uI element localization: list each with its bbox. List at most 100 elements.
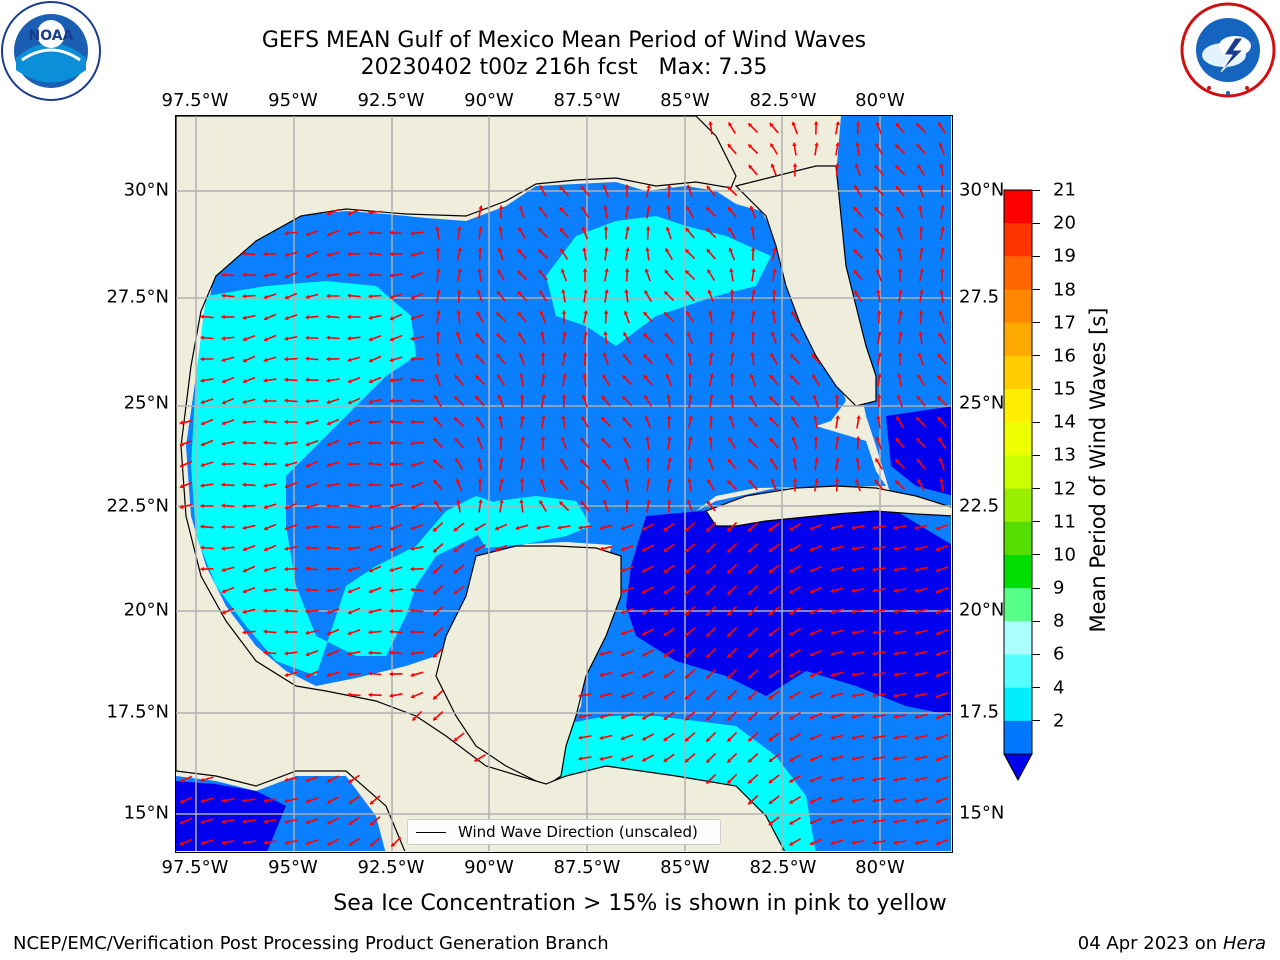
wind-wave-arrowhead (685, 527, 690, 532)
wind-wave-arrowhead (665, 353, 670, 358)
map-subtitle-forecast: 20230402 t00z 216h fcst Max: 7.35 (360, 55, 768, 80)
wind-wave-arrowhead (327, 631, 331, 636)
wind-wave-arrowhead (898, 310, 903, 315)
wind-wave-arrowhead (305, 314, 309, 320)
wind-wave-arrowhead (540, 352, 546, 356)
wind-wave-arrowhead (789, 820, 794, 825)
wind-wave-arrowhead (938, 142, 944, 147)
wind-wave-arrowhead (368, 230, 372, 236)
colorbar-tick-label: 20 (1053, 212, 1076, 234)
wind-wave-arrowhead (706, 548, 711, 553)
wind-wave-arrowhead (810, 526, 814, 531)
wind-wave-arrowhead (179, 420, 184, 426)
wind-wave-arrowhead (284, 419, 288, 425)
wind-wave-arrowhead (263, 461, 267, 467)
wind-wave-arrowhead (284, 672, 289, 678)
wind-wave-arrowhead (410, 525, 415, 531)
wind-wave-arrowhead (914, 735, 919, 741)
yucatan-channel-4-6s-zone (466, 496, 591, 548)
wind-wave-arrowhead (748, 417, 753, 422)
wind-wave-arrowhead (939, 478, 944, 483)
wind-wave-arrowhead (727, 590, 732, 595)
wind-wave-arrowhead (242, 272, 246, 278)
wind-wave-arrowhead (327, 211, 331, 216)
wind-wave-arrowhead (872, 525, 877, 530)
wind-wave-arrowhead (706, 695, 711, 700)
latitude-label-right: 30°N (959, 179, 1005, 201)
wind-wave-arrowhead (872, 798, 877, 803)
wind-wave-arrowhead (877, 352, 882, 357)
wind-wave-arrowhead (646, 205, 651, 210)
wind-wave-arrowhead (898, 331, 903, 336)
wind-wave-arrowhead (599, 651, 604, 657)
wind-wave-arrowhead (768, 674, 773, 678)
wind-wave-arrowhead (748, 758, 753, 763)
wind-wave-arrowhead (893, 798, 898, 803)
wind-wave-arrowhead (578, 693, 583, 698)
wind-wave-arrowhead (200, 524, 204, 530)
wind-wave-arrowhead (830, 609, 835, 615)
wind-wave-arrowhead (751, 310, 756, 315)
wind-wave-arrowhead (727, 186, 732, 191)
wind-wave-arrowhead (391, 842, 396, 847)
wind-wave-arrowhead (305, 335, 309, 341)
wind-wave-arrowhead (835, 415, 840, 420)
wind-wave-arrowhead (478, 205, 483, 210)
wind-wave-arrowhead (599, 756, 604, 762)
wind-wave-arrowhead (389, 483, 394, 488)
wind-wave-arrowhead (284, 356, 288, 362)
map-canvas (176, 116, 952, 852)
colorbar-segment (1004, 554, 1032, 589)
wind-wave-arrowhead (706, 758, 711, 763)
wind-wave-arrowhead (582, 373, 587, 378)
wind-wave-arrowhead (872, 693, 877, 698)
wind-wave-arrowhead (583, 331, 588, 336)
wind-wave-arrowhead (893, 840, 898, 845)
wind-wave-arrowhead (937, 396, 942, 401)
wind-wave-arrowhead (624, 289, 629, 294)
wind-wave-arrowhead (560, 248, 565, 253)
wind-wave-arrowhead (749, 373, 755, 378)
colorbar-tick (1032, 222, 1040, 224)
longitude-label: 82.5°W (749, 857, 817, 878)
wind-wave-arrowhead (581, 394, 587, 399)
wind-wave-arrowhead (475, 375, 480, 380)
wind-wave-arrowhead (284, 587, 288, 593)
wind-wave-arrowhead (305, 524, 309, 530)
wind-wave-arrowhead (561, 289, 566, 294)
wind-wave-arrowhead (368, 209, 372, 215)
wind-wave-arrowhead (727, 758, 732, 763)
wind-wave-arrowhead (667, 478, 672, 483)
wind-wave-arrowhead (561, 394, 567, 398)
wind-wave-arrowhead (768, 695, 773, 699)
wind-wave-arrowhead (179, 483, 184, 489)
wind-wave-arrowhead (750, 226, 755, 231)
wind-wave-arrowhead (242, 503, 246, 509)
wind-wave-arrowhead (538, 270, 543, 275)
wind-wave-arrowhead (916, 396, 921, 401)
wind-wave-arrowhead (305, 566, 309, 572)
wind-wave-arrowhead (623, 310, 629, 315)
wind-wave-arrowhead (706, 228, 711, 233)
wind-wave-arrowhead (221, 379, 226, 384)
wind-wave-arrowhead (242, 798, 247, 803)
longitude-label: 97.5°W (161, 90, 229, 111)
wind-wave-arrowhead (347, 357, 352, 363)
wind-wave-arrowhead (666, 499, 672, 503)
wind-wave-arrowhead (368, 609, 373, 615)
wind-wave-arrowhead (410, 315, 415, 321)
colorbar-segment (1004, 389, 1032, 423)
wind-wave-arrowhead (663, 652, 668, 657)
wind-wave-direction-arrows (179, 121, 949, 848)
wind-wave-arrowhead (410, 377, 414, 383)
wind-wave-arrowhead (748, 779, 753, 784)
wind-wave-arrowhead (495, 547, 499, 552)
wind-wave-arrowhead (748, 123, 753, 128)
wind-wave-arrowhead (645, 457, 651, 461)
wind-wave-arrowhead (914, 609, 919, 615)
wind-wave-arrowhead (768, 737, 773, 741)
wind-wave-arrowhead (854, 290, 859, 295)
wind-wave-arrowhead (872, 672, 877, 677)
wind-wave-arrowhead (935, 609, 940, 615)
wind-wave-arrowhead (687, 478, 692, 483)
